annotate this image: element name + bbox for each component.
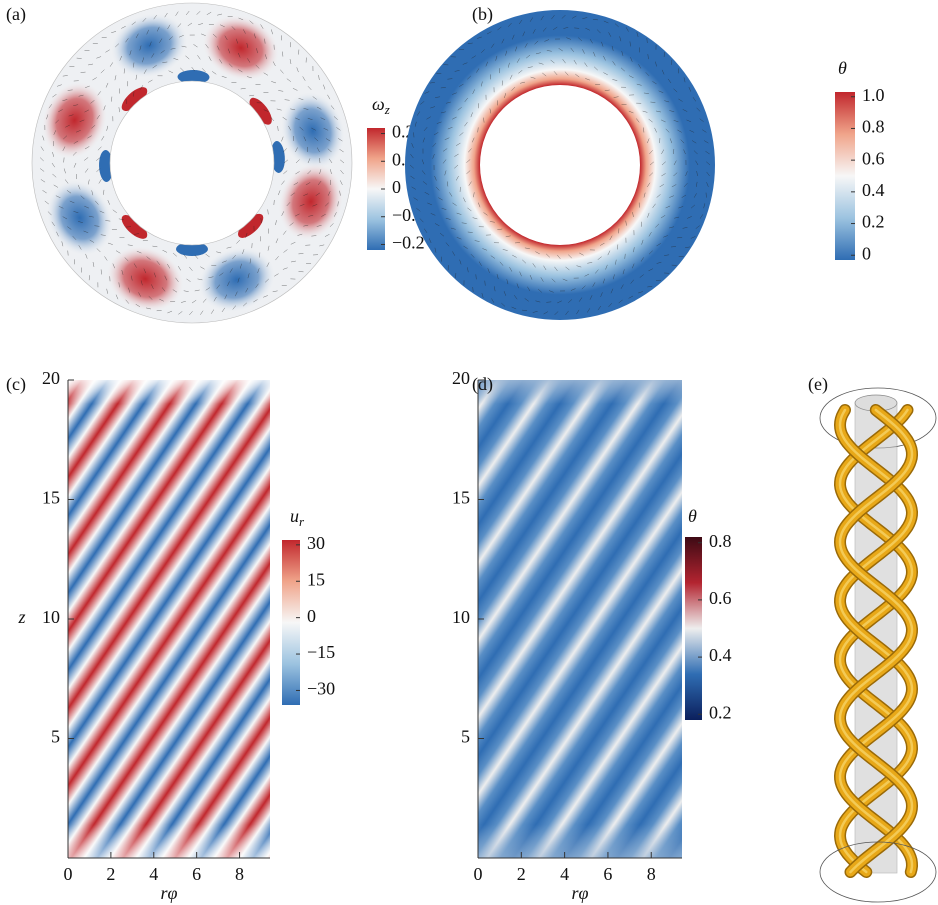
colorbar-tick-label: 0.8 [709,531,732,551]
colorbar-tick-label: 0.6 [862,148,885,168]
x-tick-label: 6 [603,864,612,884]
colorbar-label: θ [688,506,697,526]
x-axis-label: rφ [161,883,178,903]
colorbar-tick-label: 0.2 [709,702,732,722]
colorbar-tick-label: 0.4 [709,645,732,665]
colorbar-tick-label: −30 [307,679,335,699]
x-tick-label: 0 [64,864,73,884]
x-axis-label: rφ [572,883,589,903]
colorbar [835,92,855,260]
panel-label: (d) [472,374,493,395]
panel-label: (a) [6,4,26,25]
colorbar-tick-label: 1.0 [862,85,885,105]
y-tick-label: 5 [461,727,470,747]
colorbar-tick-label: −15 [307,642,335,662]
colorbar-label: ωz [372,94,390,117]
y-tick-label: 5 [51,727,60,747]
helix-render [819,387,937,903]
colorbar-tick-label: 30 [307,533,325,553]
y-tick-label: 10 [42,607,60,627]
colorbar-tick-label: 0.2 [862,212,885,232]
panel-label: (b) [472,4,493,25]
colorbar-tick-label: 0.8 [862,117,885,137]
x-tick-label: 2 [106,864,115,884]
colorbar-tick-label: 0 [392,177,401,197]
colorbar-tick-label: −0.2 [392,233,425,253]
panel-label: (e) [808,374,828,395]
colorbar-label: θ [838,58,847,78]
y-axis-label: z [17,607,25,627]
colorbar-tick-label: 0.6 [709,588,732,608]
x-tick-label: 4 [149,864,158,884]
x-tick-label: 0 [474,864,483,884]
vortex-field [39,10,346,316]
x-tick-label: 8 [235,864,244,884]
y-tick-label: 20 [42,368,60,388]
annulus-field [32,3,352,323]
colorbar-label: ur [290,506,305,529]
x-tick-label: 2 [517,864,526,884]
colorbar-tick-label: 0 [862,243,871,263]
x-tick-label: 6 [192,864,201,884]
y-tick-label: 15 [452,488,470,508]
colorbar [685,537,702,720]
panel-label: (c) [6,374,26,395]
colorbar-tick-label: 0.4 [862,180,885,200]
y-tick-label: 15 [42,488,60,508]
annulus-field [405,10,715,320]
field-fade [68,380,270,858]
annulus-outline [31,2,353,324]
x-tick-label: 8 [647,864,656,884]
colorbar-tick-label: 0 [307,606,316,626]
field-fade [478,380,682,858]
y-tick-label: 20 [452,368,470,388]
colorbar-tick-label: 15 [307,569,325,589]
y-tick-label: 10 [452,607,470,627]
x-tick-label: 4 [560,864,569,884]
colorbar [282,540,300,705]
velocity-arrows [409,14,711,316]
colorbar [367,128,385,250]
